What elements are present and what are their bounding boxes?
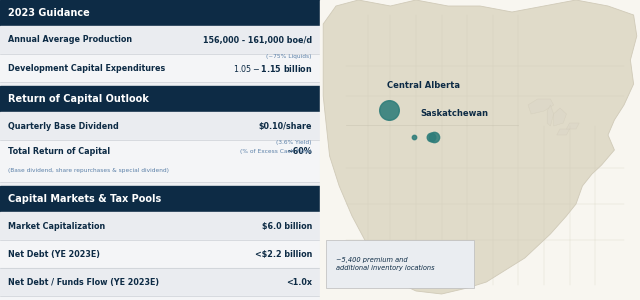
Bar [0,112,320,140]
Bar [0,212,320,240]
Bar [0,0,320,26]
Text: Annual Average Production: Annual Average Production [8,35,132,44]
Point [426,134,436,139]
Polygon shape [557,129,570,135]
Polygon shape [323,0,637,294]
Bar [0,240,320,268]
Text: (Base dividend, share repurchases & special dividend): (Base dividend, share repurchases & spec… [8,168,169,173]
Bar [0,140,320,182]
Text: $6.0 billion: $6.0 billion [262,221,312,230]
Text: <$2.2 billion: <$2.2 billion [255,250,312,259]
Text: ~60%: ~60% [286,147,312,156]
Polygon shape [554,108,566,126]
Bar [0,296,320,300]
Text: 156,000 - 161,000 boe/d: 156,000 - 161,000 boe/d [203,35,312,44]
Bar [0,186,320,212]
Text: (~75% Liquids): (~75% Liquids) [266,54,312,59]
Bar [0,54,320,82]
Point [429,134,439,139]
Text: Saskatchewan: Saskatchewan [421,110,489,118]
Text: Development Capital Expenditures: Development Capital Expenditures [8,64,165,73]
Text: $1.05 - $1.15 billion: $1.05 - $1.15 billion [232,62,312,74]
Bar [0,26,320,54]
Text: 2023 Guidance: 2023 Guidance [8,8,90,18]
Text: Market Capitalization: Market Capitalization [8,221,105,230]
Text: Quarterly Base Dividend: Quarterly Base Dividend [8,122,119,130]
Point [384,107,394,112]
Bar [0,268,320,296]
Point [410,134,420,139]
Polygon shape [566,123,579,129]
Text: Net Debt (YE 2023E): Net Debt (YE 2023E) [8,250,100,259]
Text: (% of Excess Cash Flow): (% of Excess Cash Flow) [240,149,312,154]
Text: ~5,400 premium and
additional inventory locations: ~5,400 premium and additional inventory … [336,257,435,271]
Polygon shape [547,105,554,126]
Text: $0.10/share: $0.10/share [259,122,312,130]
Text: Return of Capital Outlook: Return of Capital Outlook [8,94,149,104]
Text: Net Debt / Funds Flow (YE 2023E): Net Debt / Funds Flow (YE 2023E) [8,278,159,286]
Text: (3.6% Yield): (3.6% Yield) [276,140,312,145]
Polygon shape [528,99,554,114]
Bar [0,86,320,112]
Text: Total Return of Capital: Total Return of Capital [8,147,110,156]
FancyBboxPatch shape [326,240,474,288]
Text: <1.0x: <1.0x [286,278,312,286]
Text: Central Alberta: Central Alberta [387,81,460,90]
Text: Capital Markets & Tax Pools: Capital Markets & Tax Pools [8,194,161,204]
